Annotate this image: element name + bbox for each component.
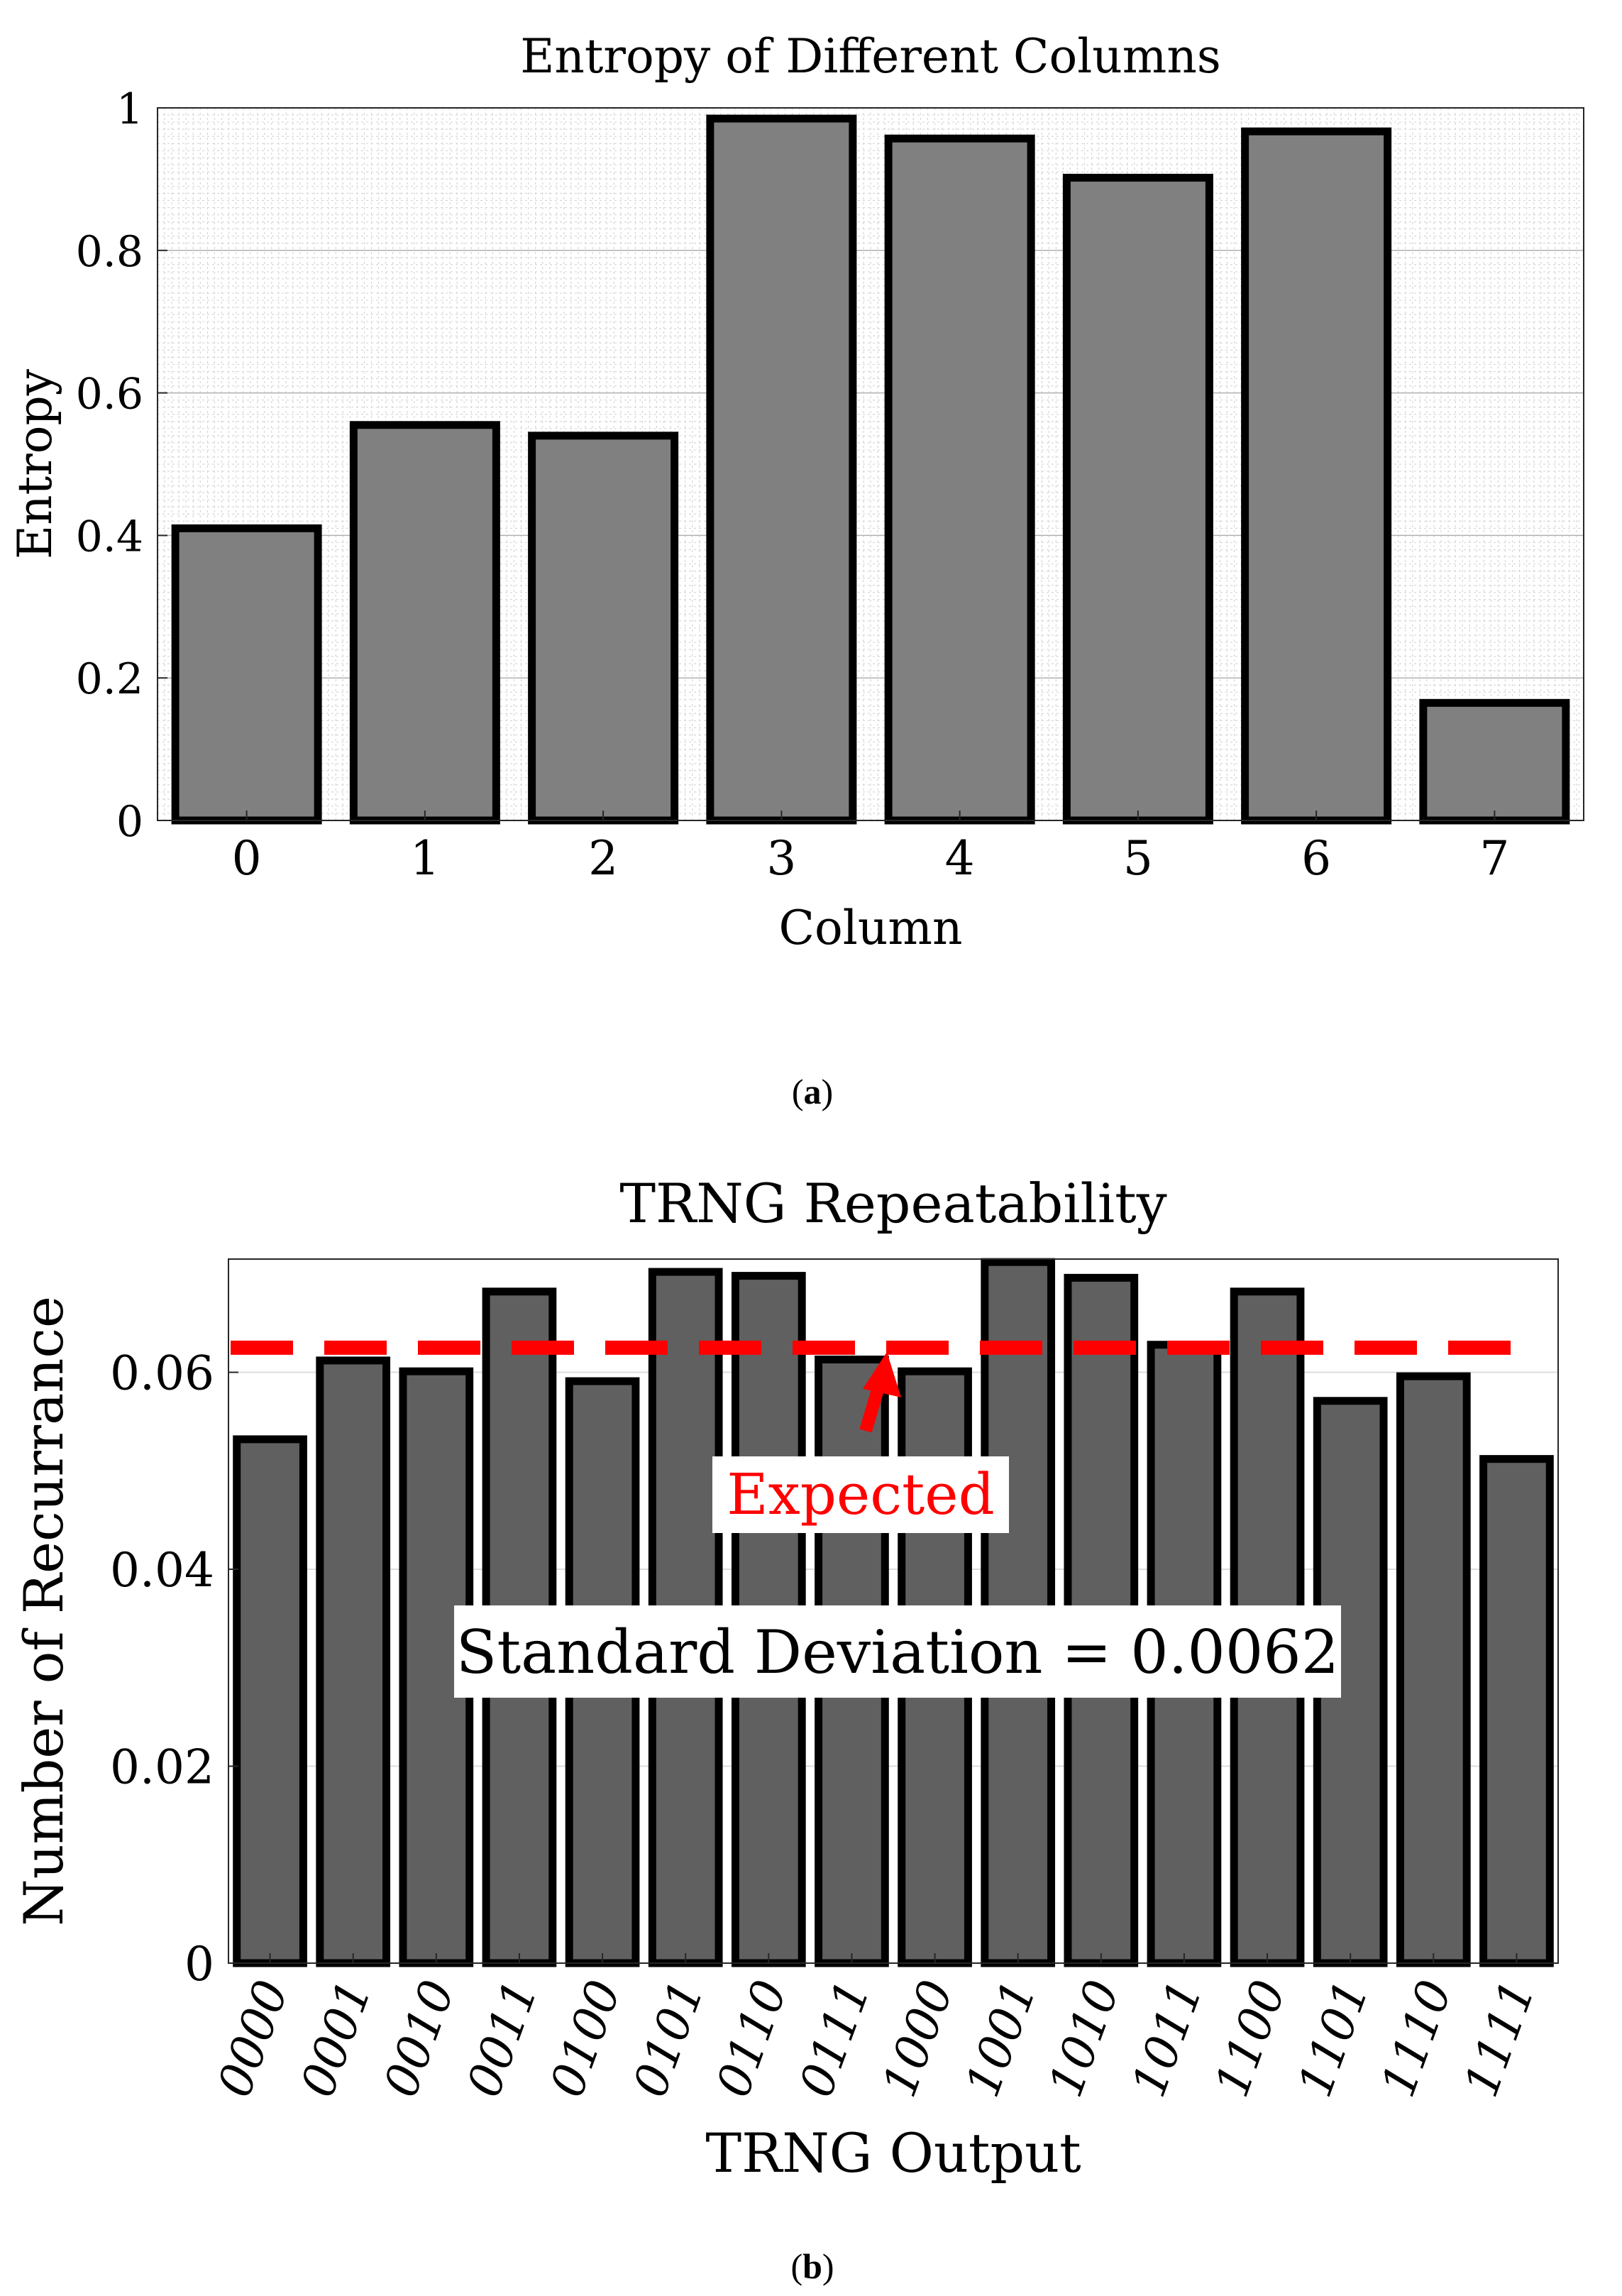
x-tick-label: 1011 xyxy=(1121,1973,1213,2104)
y-ticks-a: 0 0.2 0.4 0.6 0.8 1 xyxy=(76,84,167,847)
x-tick-label: 4 xyxy=(945,831,975,886)
bar-column-2 xyxy=(528,432,679,825)
x-tick-label: 2 xyxy=(588,831,618,886)
y-ticks-b: 0 0.02 0.04 0.06 xyxy=(110,1346,238,1992)
annotation-box xyxy=(454,1605,1341,1698)
bar-column-3 xyxy=(706,114,857,825)
panel-label-a: (a) xyxy=(792,1072,833,1111)
x-tick-label: 3 xyxy=(766,831,796,886)
x-axis-label-a: Column xyxy=(779,901,963,955)
bar-column-0 xyxy=(171,524,322,825)
panel-letter-b: b xyxy=(802,2246,822,2286)
bar-column-4 xyxy=(884,134,1035,825)
std-deviation-annotation: Standard Deviation = 0.0062 xyxy=(456,1617,1339,1687)
bar-column-5 xyxy=(1062,173,1213,825)
bar-output-0000 xyxy=(233,1435,307,1967)
x-tick-label: 1110 xyxy=(1371,1973,1463,2104)
y-tick-label: 0.06 xyxy=(110,1346,214,1401)
x-tick-label: 1 xyxy=(410,831,440,886)
expected-arrow-shaft xyxy=(859,1385,885,1433)
x-tick-label: 1010 xyxy=(1038,1973,1130,2104)
x-tick-label: 1001 xyxy=(955,1973,1047,2104)
expected-arrow-head xyxy=(863,1351,901,1397)
y-tick-label: 0 xyxy=(184,1937,214,1992)
y-tick-label: 0.04 xyxy=(110,1543,214,1598)
y-tick-label: 0.8 xyxy=(76,227,143,277)
y-tick-label: 0.2 xyxy=(76,654,143,704)
x-tick-label: 0001 xyxy=(290,1973,382,2104)
x-tick-label: 1000 xyxy=(872,1973,964,2104)
panel-a-entropy-chart: 0 0.2 0.4 0.6 0.8 1 0 1 2 3 4 5 6 7 Entropy of Diffe… xyxy=(8,29,1584,1111)
panel-letter-a: a xyxy=(804,1072,822,1111)
y-tick-label: 0 xyxy=(116,797,143,847)
x-tick-label: 1100 xyxy=(1204,1973,1296,2104)
y-tick-label: 1 xyxy=(116,84,143,134)
chart-title-a: Entropy of Different Columns xyxy=(520,29,1221,84)
expected-label: Expected xyxy=(727,1461,995,1527)
x-tick-label: 7 xyxy=(1479,831,1509,886)
bar-column-7 xyxy=(1419,698,1570,825)
x-tick-label: 0 xyxy=(232,831,262,886)
x-tick-label: 0110 xyxy=(706,1973,798,2104)
bar-output-1111 xyxy=(1479,1455,1554,1967)
x-tick-label: 0010 xyxy=(373,1973,465,2104)
x-ticks-a: 0 1 2 3 4 5 6 7 xyxy=(232,811,1509,886)
x-tick-label: 6 xyxy=(1301,831,1331,886)
y-tick-label: 0.02 xyxy=(110,1740,214,1795)
bar-column-1 xyxy=(349,421,500,825)
expected-label-box xyxy=(712,1456,1009,1533)
x-tick-label: 1111 xyxy=(1454,1973,1546,2104)
y-tick-label: 0.6 xyxy=(76,370,143,419)
x-tick-label: 0111 xyxy=(789,1973,881,2104)
axes-frame-a xyxy=(157,107,1584,821)
bar-column-6 xyxy=(1241,127,1392,825)
chart-title-b: TRNG Repeatability xyxy=(619,1172,1166,1235)
x-axis-label-b: TRNG Output xyxy=(705,2121,1081,2185)
x-tick-label: 0011 xyxy=(456,1973,548,2104)
axes-frame-b xyxy=(228,1258,1559,1964)
y-axis-label-a: Entropy xyxy=(8,368,62,559)
x-tick-label: 1101 xyxy=(1287,1973,1379,2104)
x-tick-label: 0000 xyxy=(207,1973,299,2104)
y-tick-label: 0.4 xyxy=(76,512,143,561)
x-ticks-b: 0000000100100011010001010110011110001001… xyxy=(207,1953,1546,2104)
expected-arrow xyxy=(859,1351,901,1433)
panel-b-repeatability-chart: 00.020.040.06 00000001001000110100010101… xyxy=(12,1172,1559,2286)
panel-label-b: (b) xyxy=(790,2246,834,2286)
x-tick-label: 5 xyxy=(1123,831,1153,886)
x-tick-label: 0101 xyxy=(622,1973,715,2104)
bar-output-1110 xyxy=(1396,1372,1471,1967)
y-axis-label-b: Number of Recurrance xyxy=(12,1296,75,1926)
bar-output-0001 xyxy=(316,1356,391,1967)
x-tick-label: 0100 xyxy=(539,1973,631,2104)
